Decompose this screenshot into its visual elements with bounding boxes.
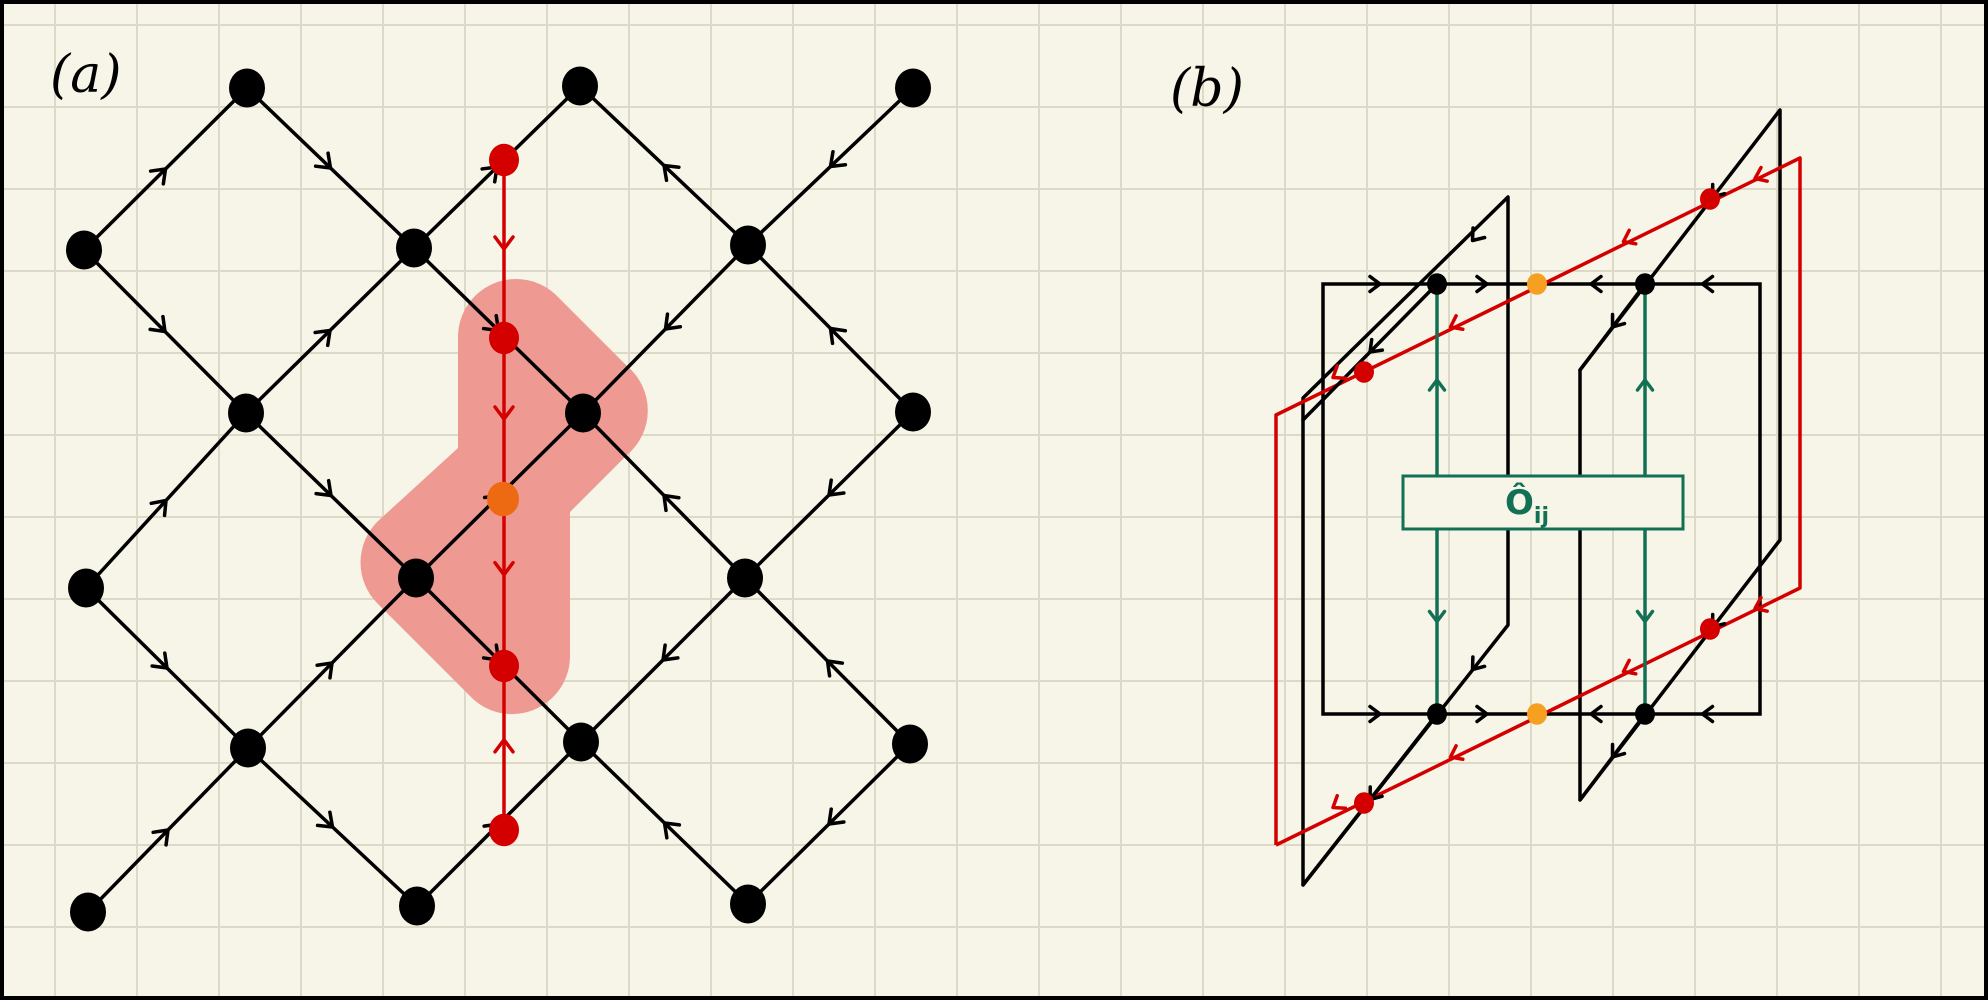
edge-arrow (151, 828, 170, 847)
edge-arrows-b (1331, 165, 1769, 811)
edge-arrow (1475, 704, 1489, 724)
edge-arrow (1368, 274, 1382, 294)
string-arrow (1331, 363, 1348, 381)
panel-b: Ôij (b) (1170, 59, 1802, 887)
string-arrow (493, 405, 515, 421)
string-arrow (1621, 228, 1638, 246)
lattice-vertex (398, 558, 434, 598)
operator-arrow (1427, 609, 1447, 624)
edge-arrow (661, 643, 680, 662)
edge-arrow (1700, 274, 1715, 294)
lattice-vertices-a (66, 66, 931, 932)
edge-arrow (1475, 274, 1489, 294)
vertex (1427, 703, 1447, 725)
vertex (1427, 273, 1447, 295)
edge-arrow (149, 498, 168, 518)
string-arrow (1448, 314, 1465, 332)
edge-arrow (1589, 704, 1603, 724)
lattice-vertex (399, 886, 435, 926)
lattice-vertex (565, 393, 601, 433)
edge-arrow (827, 807, 846, 826)
edge-arrow (315, 810, 335, 829)
string-arrow (1753, 165, 1769, 183)
junction-vertex (1527, 703, 1547, 725)
vertex (1635, 273, 1655, 295)
string-vertex (1354, 361, 1374, 383)
lattice-vertex (730, 884, 766, 924)
operator-arrow (1635, 378, 1655, 392)
edge-arrow (1368, 704, 1382, 724)
edge-arrow (828, 149, 848, 169)
lattice-vertex (895, 68, 931, 108)
edge-arrow (148, 167, 168, 186)
edge-arrow (1610, 312, 1627, 329)
operator-subscript: ij (1534, 504, 1549, 529)
panel-a-label: (a) (50, 45, 122, 105)
string-arrow (493, 738, 515, 754)
string-vertex (489, 649, 519, 683)
lattice-vertex (228, 393, 264, 433)
string-vertex (489, 813, 519, 847)
string-vertex (489, 143, 519, 177)
edge-arrow (148, 314, 167, 334)
lattice-vertex (727, 558, 763, 598)
lattice-vertex (730, 225, 766, 265)
edge-arrow (313, 328, 332, 348)
string-vertex (1700, 188, 1720, 210)
edge-arrow (827, 478, 846, 497)
lattice-vertex (892, 724, 928, 764)
string-vertex (1354, 792, 1374, 814)
lattice-vertex (230, 728, 266, 768)
edge-arrow (662, 821, 682, 840)
lattice-vertex (563, 722, 599, 762)
edge-arrow (662, 163, 681, 183)
edge-arrow (313, 151, 333, 170)
edge-arrow (1700, 704, 1715, 724)
string-vertex (489, 321, 519, 355)
vertices-b (1354, 188, 1720, 814)
edge-arrow (150, 651, 169, 670)
edge-arrow (662, 493, 681, 513)
lattice-vertex (562, 66, 598, 106)
string-vertex (1700, 618, 1720, 640)
edge-arrow (1610, 742, 1627, 759)
junction-vertex (487, 481, 519, 517)
string-arrow (1331, 793, 1348, 811)
edge-arrow (1368, 337, 1385, 354)
string-arrow (1621, 658, 1638, 676)
lattice-vertex (66, 230, 102, 270)
lattice-vertex (68, 568, 104, 608)
operator-box (1401, 474, 1685, 531)
red-plane (1274, 156, 1802, 847)
edge-arrow (314, 478, 333, 498)
lattice-vertex (895, 392, 931, 432)
lattice-vertex (70, 892, 106, 932)
edge-arrow (828, 326, 848, 346)
edge-arrow (1589, 274, 1603, 294)
lattice-vertex (229, 68, 265, 108)
junction-vertex (1527, 273, 1547, 295)
edge-arrow (1470, 226, 1487, 243)
panel-a: (a) (50, 45, 931, 932)
edge-arrow (1470, 655, 1487, 672)
slanted-plane-right (1578, 108, 1782, 802)
edge-arrow (315, 661, 334, 680)
edge-arrow (825, 659, 845, 678)
operator-label: Ôij (1505, 482, 1549, 529)
vertex (1635, 703, 1655, 725)
string-arrow (1448, 744, 1465, 762)
operator-symbol: Ô (1505, 482, 1534, 523)
panel-b-label: (b) (1170, 59, 1244, 119)
operator-arrow (1427, 378, 1447, 392)
edge-arrow (663, 312, 683, 331)
string-arrow (493, 235, 515, 251)
string-arrow (1753, 595, 1769, 613)
string-arrow (493, 560, 515, 577)
lattice-vertex (396, 228, 432, 268)
operator-arrow (1635, 609, 1655, 624)
